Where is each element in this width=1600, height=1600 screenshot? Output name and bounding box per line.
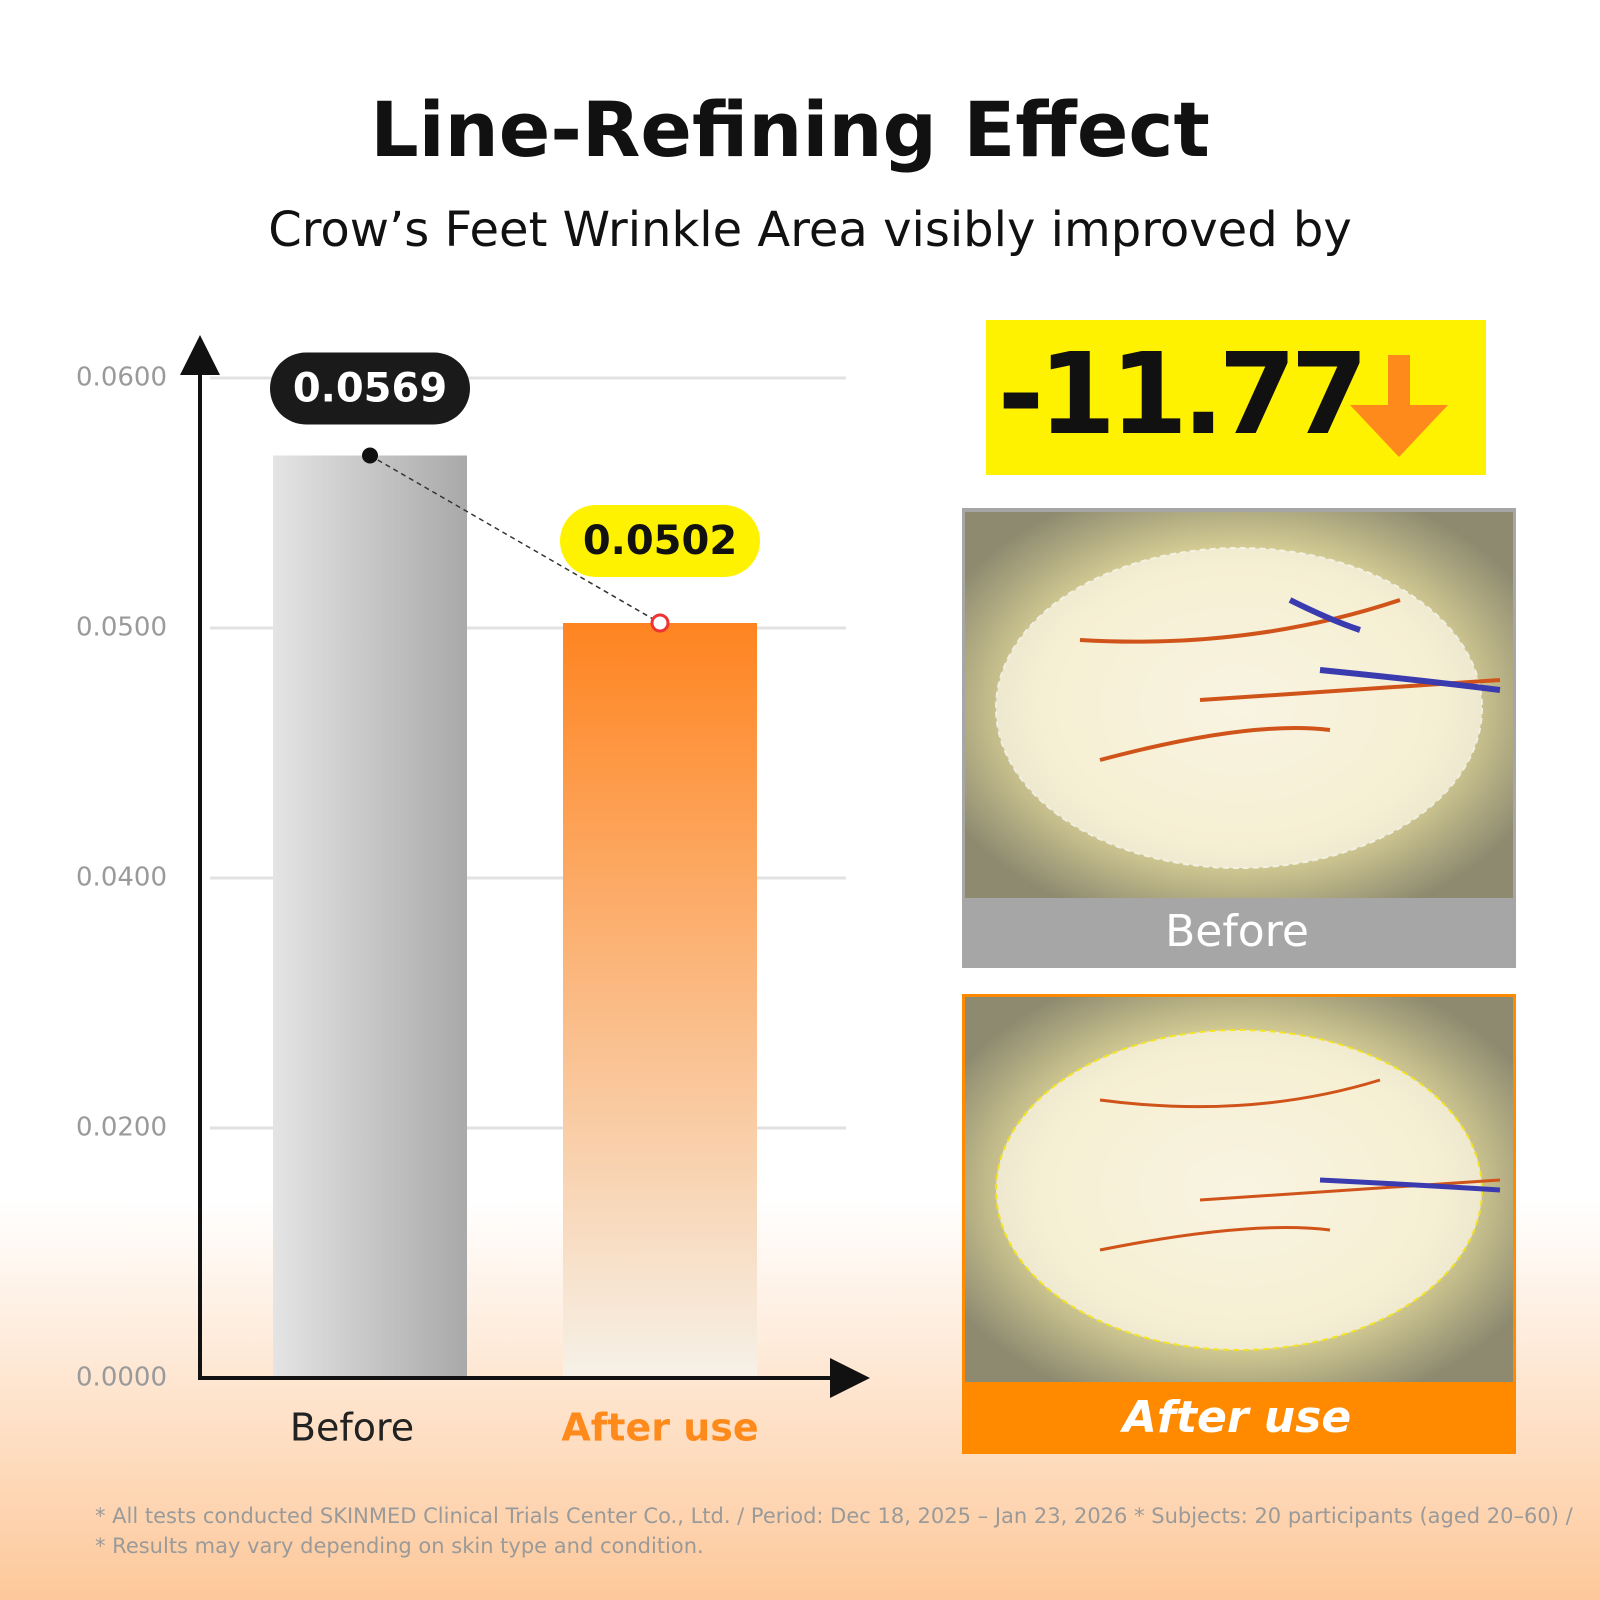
footnote: * All tests conducted SKINMED Clinical T… bbox=[95, 1504, 1574, 1528]
y-tick-label: 0.0600 bbox=[76, 363, 167, 393]
connector bbox=[369, 454, 661, 624]
plot: 0.0000 0.0200 0.0400 0.0500 0.0600 Before Afte… bbox=[76, 335, 870, 1450]
value-label: 0.0569 bbox=[293, 366, 447, 412]
value-pill bbox=[270, 352, 470, 425]
y-tick-label: 0.0000 bbox=[76, 1363, 167, 1393]
image-label: Before bbox=[1165, 906, 1309, 957]
subtitle: Crow’s Feet Wrinkle Area visibly improve… bbox=[268, 202, 1352, 258]
bar bbox=[563, 623, 757, 1378]
bar bbox=[273, 455, 467, 1378]
after-panel: After use bbox=[962, 994, 1516, 1454]
y-tick-label: 0.0200 bbox=[76, 1113, 167, 1143]
x-tick-label: Before bbox=[290, 1406, 414, 1450]
point bbox=[362, 447, 378, 464]
image-label: After use bbox=[1120, 1392, 1351, 1443]
value-pill bbox=[560, 505, 760, 577]
value-label: 0.0502 bbox=[583, 518, 737, 564]
point bbox=[650, 613, 670, 633]
footnote: * Results may vary depending on skin typ… bbox=[95, 1534, 704, 1558]
x-tick-label: After use bbox=[561, 1406, 758, 1450]
callout-value: -11.77 bbox=[998, 330, 1363, 460]
y-tick-label: 0.0400 bbox=[76, 863, 167, 893]
before-panel: Before bbox=[962, 508, 1516, 968]
down-arrow bbox=[1350, 355, 1448, 457]
title: Line-Refining Effect bbox=[370, 85, 1210, 174]
y-tick-label: 0.0500 bbox=[76, 613, 167, 643]
